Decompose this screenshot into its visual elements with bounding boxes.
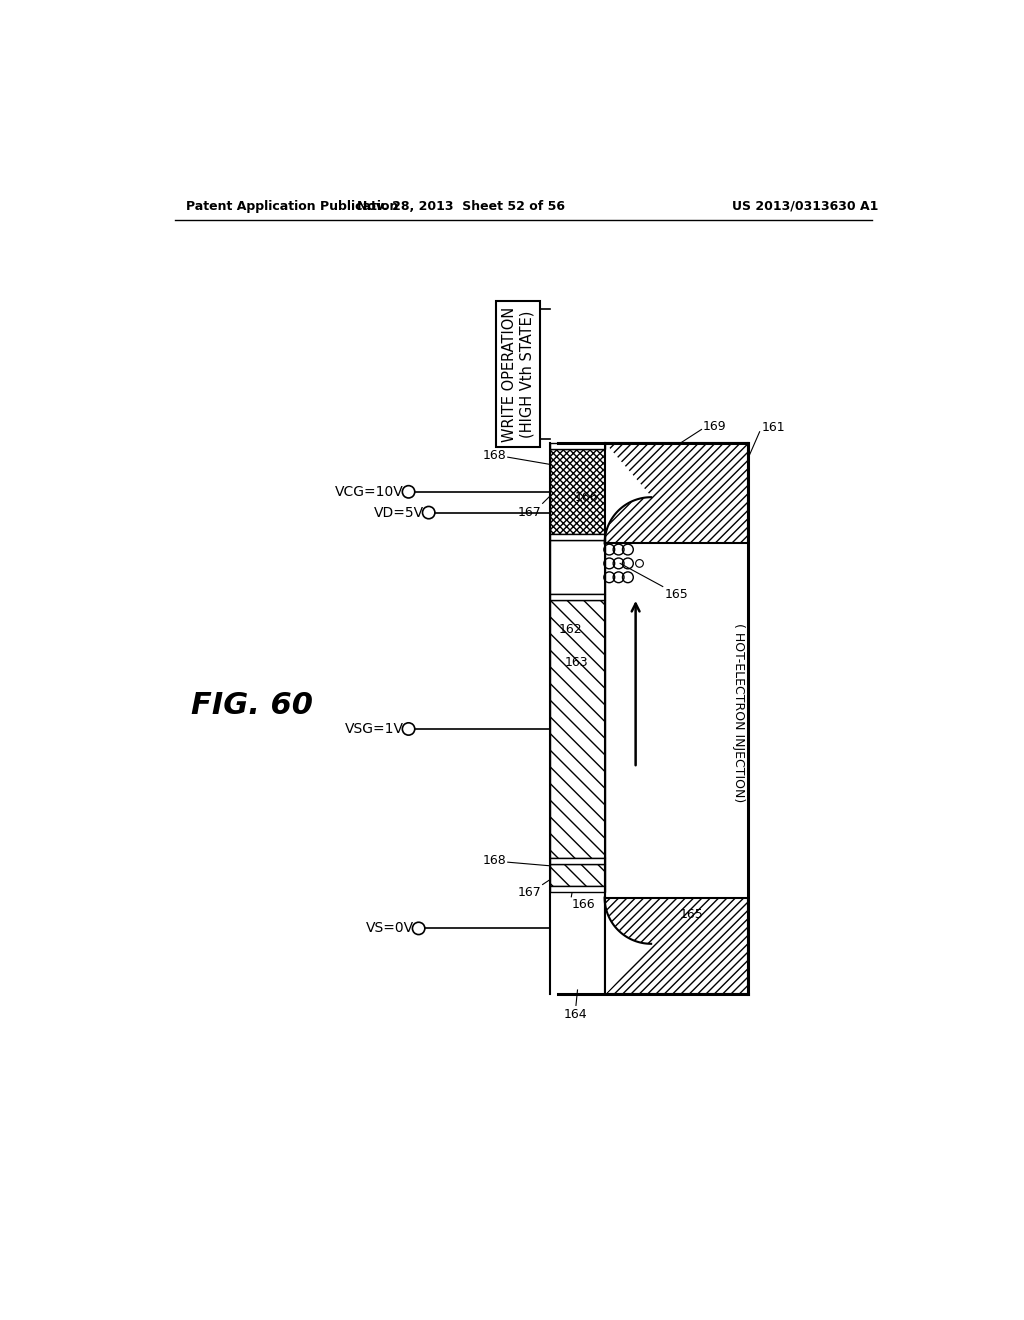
Polygon shape — [604, 898, 651, 994]
Bar — [550, 444, 604, 449]
Text: 166: 166 — [572, 899, 596, 911]
Text: VS=0V: VS=0V — [366, 921, 414, 936]
Bar — [604, 898, 748, 994]
Text: Nov. 28, 2013  Sheet 52 of 56: Nov. 28, 2013 Sheet 52 of 56 — [357, 199, 565, 213]
Text: 161: 161 — [761, 421, 784, 434]
Text: 165: 165 — [680, 908, 703, 921]
Bar — [550, 540, 604, 594]
Text: 169: 169 — [703, 420, 727, 433]
Text: 166: 166 — [574, 491, 598, 504]
Text: 167: 167 — [518, 506, 542, 519]
Text: VSG=1V: VSG=1V — [345, 722, 403, 737]
Bar — [550, 601, 604, 858]
Bar — [550, 865, 604, 886]
Polygon shape — [604, 444, 651, 544]
Text: VCG=10V: VCG=10V — [335, 484, 403, 499]
Text: VD=5V: VD=5V — [374, 506, 424, 520]
Text: 167: 167 — [518, 886, 542, 899]
Text: 168: 168 — [482, 449, 506, 462]
Bar — [550, 594, 604, 601]
Text: FIG. 60: FIG. 60 — [191, 690, 313, 719]
Bar — [604, 444, 748, 544]
Text: 164: 164 — [564, 1007, 588, 1020]
Text: 162: 162 — [559, 623, 583, 636]
Bar — [550, 535, 604, 540]
Bar — [550, 886, 604, 892]
Text: Patent Application Publication: Patent Application Publication — [186, 199, 398, 213]
Text: US 2013/0313630 A1: US 2013/0313630 A1 — [732, 199, 879, 213]
Text: WRITE OPERATION
(HIGH Vth STATE): WRITE OPERATION (HIGH Vth STATE) — [502, 306, 535, 442]
Text: 163: 163 — [564, 656, 588, 669]
Bar — [550, 858, 604, 865]
Text: ( HOT-ELECTRON INJECTION): ( HOT-ELECTRON INJECTION) — [732, 623, 745, 803]
Text: 168: 168 — [482, 854, 506, 867]
Bar — [550, 449, 604, 535]
Text: 165: 165 — [665, 589, 688, 601]
